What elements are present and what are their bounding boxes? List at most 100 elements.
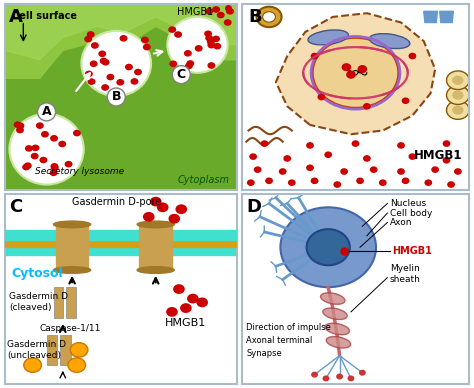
Text: A: A — [42, 106, 51, 118]
Circle shape — [40, 158, 47, 163]
Circle shape — [59, 141, 65, 147]
Circle shape — [255, 167, 261, 172]
Circle shape — [452, 90, 464, 100]
Circle shape — [86, 71, 92, 76]
Text: B: B — [248, 8, 262, 26]
Circle shape — [360, 371, 365, 375]
Circle shape — [91, 61, 97, 66]
Ellipse shape — [326, 336, 351, 348]
Polygon shape — [242, 194, 469, 384]
Circle shape — [99, 51, 106, 56]
Circle shape — [70, 343, 88, 357]
Text: Synapse: Synapse — [246, 349, 282, 358]
Circle shape — [455, 169, 461, 174]
Circle shape — [25, 163, 31, 168]
Circle shape — [218, 12, 224, 18]
Polygon shape — [165, 224, 168, 270]
Circle shape — [398, 169, 404, 174]
Text: HMGB1: HMGB1 — [177, 7, 213, 17]
Circle shape — [334, 182, 340, 187]
Ellipse shape — [308, 30, 348, 45]
Text: Cytosol: Cytosol — [12, 267, 64, 281]
Circle shape — [52, 165, 58, 171]
Circle shape — [307, 165, 313, 170]
Polygon shape — [161, 224, 164, 270]
Polygon shape — [424, 11, 438, 23]
Circle shape — [425, 180, 431, 185]
Polygon shape — [242, 4, 469, 190]
Text: Axon: Axon — [390, 218, 412, 227]
Polygon shape — [70, 224, 73, 270]
Polygon shape — [139, 224, 143, 270]
Circle shape — [167, 308, 177, 316]
Circle shape — [102, 60, 109, 65]
Circle shape — [452, 76, 464, 85]
Text: Direction of impulse: Direction of impulse — [246, 322, 331, 332]
Circle shape — [213, 36, 219, 42]
Polygon shape — [61, 335, 71, 365]
Circle shape — [50, 170, 57, 175]
Text: Secretory lysosome: Secretory lysosome — [35, 167, 124, 176]
Circle shape — [144, 45, 150, 50]
Circle shape — [117, 80, 124, 85]
Circle shape — [208, 63, 215, 68]
Circle shape — [225, 20, 231, 25]
Circle shape — [184, 51, 191, 56]
Circle shape — [311, 178, 318, 184]
Circle shape — [213, 7, 219, 12]
Polygon shape — [46, 335, 57, 365]
Text: Cell surface: Cell surface — [12, 11, 77, 21]
Circle shape — [14, 122, 21, 127]
Circle shape — [443, 158, 450, 163]
Circle shape — [247, 180, 254, 185]
Text: Axonal terminal: Axonal terminal — [246, 336, 313, 345]
Circle shape — [352, 141, 359, 146]
Polygon shape — [5, 245, 237, 255]
Polygon shape — [143, 224, 146, 270]
Polygon shape — [63, 224, 66, 270]
Circle shape — [120, 36, 127, 41]
Circle shape — [312, 37, 399, 108]
Polygon shape — [67, 224, 70, 270]
Circle shape — [126, 64, 132, 70]
Text: C: C — [9, 198, 23, 216]
Circle shape — [443, 141, 450, 146]
Polygon shape — [168, 224, 172, 270]
Circle shape — [175, 32, 182, 37]
Circle shape — [31, 154, 38, 159]
Circle shape — [195, 46, 202, 51]
Polygon shape — [276, 13, 435, 134]
Circle shape — [24, 358, 41, 372]
Circle shape — [447, 86, 469, 104]
Text: Myelin
sheath: Myelin sheath — [390, 264, 420, 284]
Ellipse shape — [54, 267, 91, 274]
Circle shape — [174, 285, 184, 293]
Circle shape — [206, 9, 212, 14]
Circle shape — [17, 127, 23, 133]
Circle shape — [51, 136, 57, 141]
Circle shape — [452, 106, 464, 115]
Polygon shape — [5, 4, 237, 190]
Circle shape — [170, 61, 176, 66]
Circle shape — [281, 207, 376, 287]
Circle shape — [402, 178, 409, 184]
Circle shape — [448, 182, 454, 187]
Circle shape — [107, 74, 114, 80]
Circle shape — [100, 58, 107, 64]
Circle shape — [323, 376, 328, 381]
Circle shape — [348, 376, 354, 381]
Circle shape — [65, 161, 72, 167]
Circle shape — [68, 358, 86, 372]
Polygon shape — [5, 238, 237, 247]
Ellipse shape — [137, 221, 174, 228]
Circle shape — [447, 101, 469, 120]
Polygon shape — [5, 4, 237, 60]
Circle shape — [176, 205, 186, 213]
Polygon shape — [54, 287, 63, 317]
Text: Cell body: Cell body — [390, 208, 432, 218]
Text: Gasdermin D
(uncleaved): Gasdermin D (uncleaved) — [7, 340, 66, 360]
Circle shape — [284, 156, 291, 161]
Text: HMGB1: HMGB1 — [392, 246, 432, 256]
Circle shape — [307, 229, 350, 265]
Text: C: C — [177, 68, 186, 81]
